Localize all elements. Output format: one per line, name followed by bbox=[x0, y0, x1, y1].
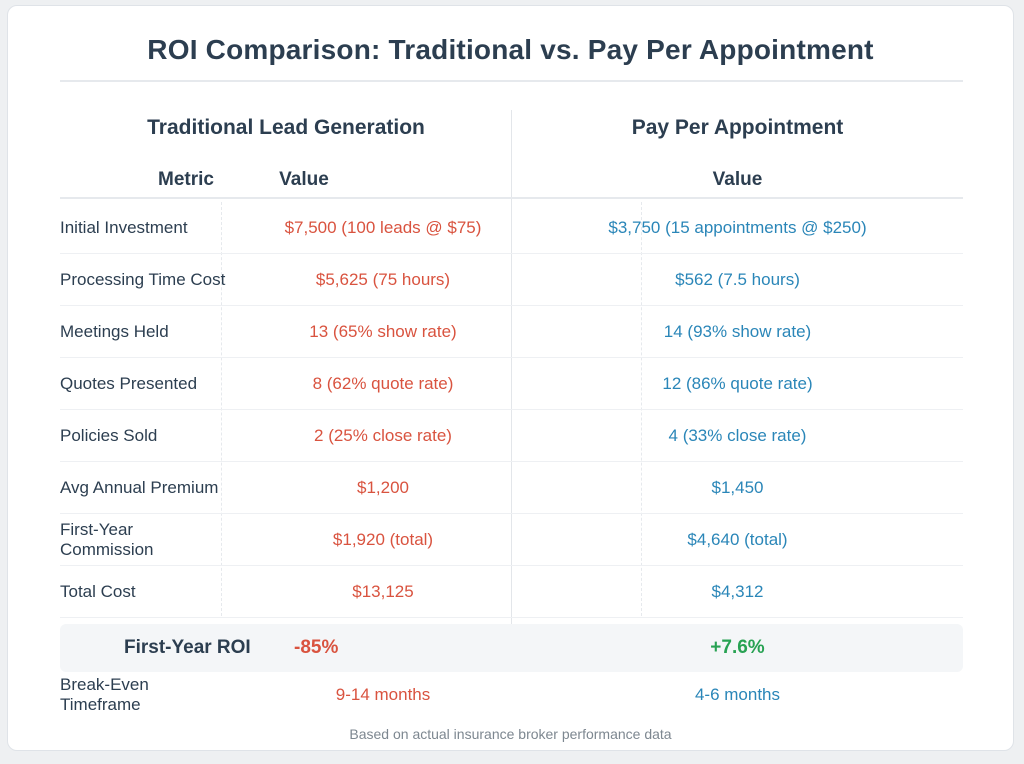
table-row: First-Year Commission $1,920 (total) $4,64… bbox=[60, 514, 963, 566]
traditional-value: 8 (62% quote rate) bbox=[312, 374, 454, 393]
row-divider bbox=[60, 461, 963, 462]
row-divider bbox=[60, 357, 963, 358]
table-row: Initial Investment $7,500 (100 leads @ $7… bbox=[60, 202, 963, 254]
footnote: Based on actual insurance broker perform… bbox=[349, 726, 672, 742]
traditional-value: 13 (65% show rate) bbox=[309, 322, 457, 341]
metric-label: First-Year Commission bbox=[60, 520, 154, 559]
metric-label: Avg Annual Premium bbox=[60, 478, 219, 497]
metric-label: Quotes Presented bbox=[60, 374, 198, 393]
row-divider bbox=[60, 305, 963, 306]
traditional-value: $7,500 (100 leads @ $75) bbox=[284, 218, 482, 237]
table-row: Policies Sold 2 (25% close rate) 4 (33% cl… bbox=[60, 410, 963, 462]
metric-label: Initial Investment bbox=[60, 218, 188, 237]
traditional-value: $5,625 (75 hours) bbox=[315, 270, 451, 289]
break-even-row: Break-Even Timeframe 9-14 months 4-6 mon… bbox=[60, 670, 963, 720]
row-divider bbox=[60, 253, 963, 254]
traditional-value: 2 (25% close rate) bbox=[314, 426, 452, 445]
ppa-value: $1,450 bbox=[711, 478, 764, 497]
row-divider bbox=[60, 513, 963, 514]
traditional-value: 9-14 months bbox=[335, 685, 431, 704]
traditional-value: $1,920 (total) bbox=[332, 530, 434, 549]
row-divider bbox=[60, 409, 963, 410]
ppa-value: 12 (86% quote rate) bbox=[662, 374, 813, 393]
roi-ppa-value: +7.6% bbox=[710, 637, 765, 658]
comparison-card: ROI Comparison: Traditional vs. Pay Per … bbox=[7, 5, 1014, 751]
page-title: ROI Comparison: Traditional vs. Pay Per … bbox=[147, 34, 874, 65]
table-row: Quotes Presented 8 (62% quote rate) 12 (86… bbox=[60, 358, 963, 410]
metric-column-header: Metric bbox=[158, 169, 214, 190]
metric-label: Meetings Held bbox=[60, 322, 169, 341]
header-divider bbox=[60, 197, 963, 199]
metric-label: Break-Even Timeframe bbox=[60, 675, 149, 714]
ppa-value: $3,750 (15 appointments @ $250) bbox=[608, 218, 867, 237]
table-row: Avg Annual Premium $1,200 $1,450 bbox=[60, 462, 963, 514]
row-divider bbox=[60, 617, 963, 618]
ppa-value: $4,640 (total) bbox=[687, 530, 788, 549]
section-divider bbox=[511, 110, 512, 632]
ppa-value: $562 (7.5 hours) bbox=[675, 270, 800, 289]
ppa-value: 4 (33% close rate) bbox=[668, 426, 807, 445]
title-divider bbox=[60, 80, 963, 82]
ppa-section-heading: Pay Per Appointment bbox=[631, 116, 844, 139]
ppa-value: 4-6 months bbox=[694, 685, 781, 704]
metric-label: Total Cost bbox=[60, 582, 136, 601]
ppa-value: 14 (93% show rate) bbox=[663, 322, 812, 341]
roi-row: First-Year ROI -85% +7.6% bbox=[60, 624, 963, 672]
traditional-section-heading: Traditional Lead Generation bbox=[147, 116, 425, 139]
ppa-value: $4,312 bbox=[711, 582, 764, 601]
table-row: Meetings Held 13 (65% show rate) 14 (93% s… bbox=[60, 306, 963, 358]
traditional-value-column-header: Value bbox=[279, 169, 329, 190]
metric-label: Policies Sold bbox=[60, 426, 158, 445]
traditional-value: $13,125 bbox=[352, 582, 414, 601]
roi-traditional-value: -85% bbox=[294, 637, 339, 658]
metric-label: Processing Time Cost bbox=[60, 270, 226, 289]
traditional-value: $1,200 bbox=[357, 478, 409, 497]
ppa-value-column-header: Value bbox=[712, 169, 763, 190]
roi-label: First-Year ROI bbox=[124, 637, 251, 658]
table-row: Total Cost $13,125 $4,312 bbox=[60, 566, 963, 618]
table-row: Processing Time Cost $5,625 (75 hours) $56… bbox=[60, 254, 963, 306]
row-divider bbox=[60, 565, 963, 566]
